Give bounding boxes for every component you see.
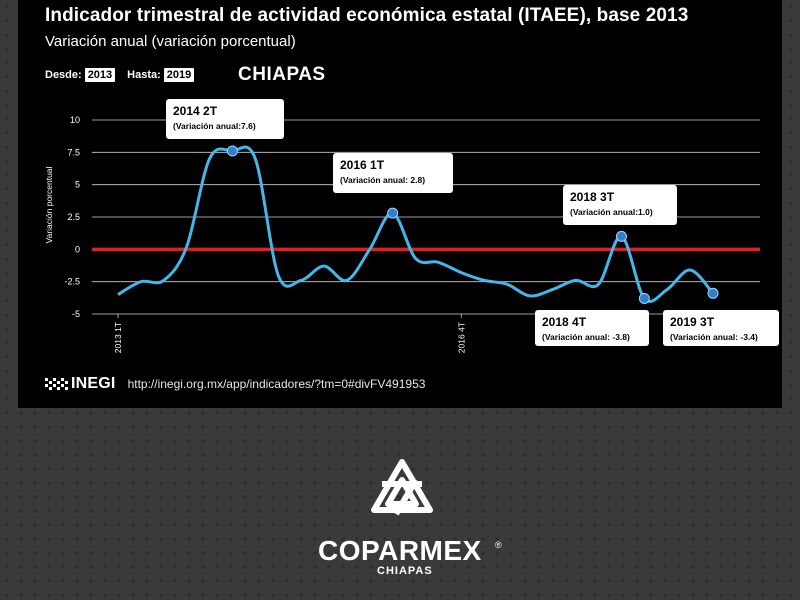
data-point xyxy=(387,207,399,219)
source-url[interactable]: http://inegi.org.mx/app/indicadores/?tm=… xyxy=(127,377,426,391)
data-point xyxy=(707,287,719,299)
brand-registered-mark: ® xyxy=(495,540,502,550)
desde-label: Desde: xyxy=(45,69,82,81)
inegi-mark-icon xyxy=(45,378,68,390)
y-tick-label: 7.5 xyxy=(67,147,80,157)
annotation-title: 2018 3T xyxy=(570,190,615,204)
data-point xyxy=(615,230,627,242)
x-tick-label: 2013 1T xyxy=(113,322,123,353)
annotation-note: (Variación anual:7.6) xyxy=(173,121,256,131)
x-tick-label: 2016 4T xyxy=(456,322,466,353)
y-tick-label: 5 xyxy=(75,180,80,190)
hasta-label: Hasta: xyxy=(127,69,161,81)
state-name: CHIAPAS xyxy=(238,64,326,85)
annotation-title: 2016 1T xyxy=(340,158,385,172)
annotation-box xyxy=(663,310,779,346)
series-line xyxy=(117,145,715,303)
date-range: Desde: 2013 Hasta: 2019 xyxy=(45,66,206,84)
hasta-value: 2019 xyxy=(163,68,195,82)
annotation-note: (Variación anual:1.0) xyxy=(570,207,653,217)
inegi-logo: INEGI xyxy=(45,375,116,393)
y-tick-label: -5 xyxy=(72,309,80,319)
brand-subtitle: CHIAPAS xyxy=(377,565,433,577)
inegi-logo-text: INEGI xyxy=(71,375,116,392)
y-tick-label: -2.5 xyxy=(64,277,80,287)
annotation-box xyxy=(333,153,453,193)
chart-subtitle: Variación anual (variación porcentual) xyxy=(45,33,296,50)
annotation-title: 2014 2T xyxy=(173,104,218,118)
annotation-title: 2018 4T xyxy=(542,315,587,329)
data-point xyxy=(638,292,650,304)
annotation-note: (Variación anual: -3.4) xyxy=(670,332,758,342)
y-axis-label: Variación porcentual xyxy=(44,166,54,243)
annotation-box xyxy=(563,185,677,225)
chart-title: Indicador trimestral de actividad económ… xyxy=(45,5,689,26)
annotation-note: (Variación anual: 2.8) xyxy=(340,175,425,185)
annotation-title: 2019 3T xyxy=(670,315,715,329)
y-tick-label: 0 xyxy=(75,244,80,254)
annotation-box xyxy=(535,310,649,346)
y-tick-label: 2.5 xyxy=(67,212,80,222)
line-chart: 10 7.5 5 2.5 0 -2.5 -5 Variación porcentual 2013… xyxy=(44,99,779,353)
annotation-note: (Variación anual: -3.8) xyxy=(542,332,630,342)
source-footer: INEGI http://inegi.org.mx/app/indicadore… xyxy=(45,372,425,396)
desde-value: 2013 xyxy=(84,68,116,82)
data-point xyxy=(226,145,238,157)
brand-name: COPARMEX xyxy=(318,535,482,566)
annotation-box xyxy=(166,99,284,139)
y-tick-label: 10 xyxy=(70,115,80,125)
